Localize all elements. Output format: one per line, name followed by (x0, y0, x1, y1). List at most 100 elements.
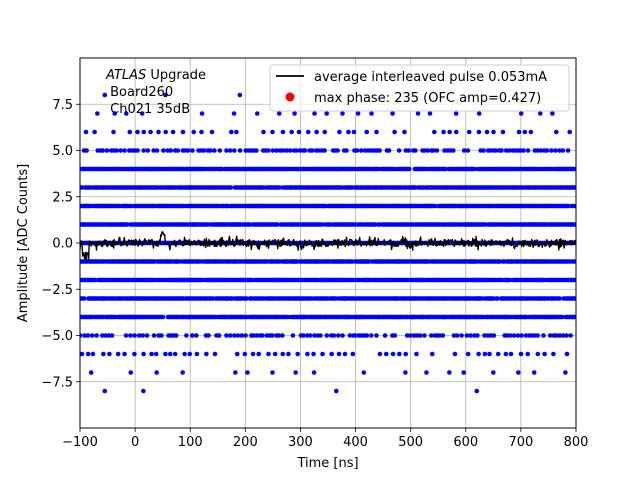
sample-point (522, 129, 528, 135)
sample-point (466, 129, 472, 135)
sample-point (251, 333, 256, 338)
sample-point (141, 388, 146, 394)
sample-point (254, 111, 260, 116)
sample-point (287, 148, 293, 153)
sample-point (518, 351, 524, 357)
sample-point (123, 333, 129, 338)
sample-point (538, 148, 544, 153)
sample-point (361, 370, 367, 375)
sample-point (242, 351, 248, 357)
sample-point (340, 111, 345, 116)
sample-point (355, 111, 361, 116)
sample-point (474, 388, 480, 394)
sample-point (275, 222, 281, 227)
sample-point (156, 129, 161, 135)
x-tick-label: 200 (233, 435, 258, 450)
sample-point (88, 370, 94, 375)
sample-point (413, 148, 418, 153)
sample-point (541, 333, 546, 338)
sample-point (500, 129, 506, 135)
sample-point (199, 111, 205, 116)
sample-point (234, 129, 239, 135)
sample-point (123, 111, 129, 116)
sample-point (396, 148, 402, 153)
sample-point (511, 333, 517, 338)
sample-point (272, 351, 278, 357)
sample-point (518, 148, 523, 153)
sample-point (521, 148, 526, 153)
plot-area (80, 92, 576, 394)
sample-point (487, 148, 493, 153)
sample-point (307, 333, 313, 338)
sample-point (414, 351, 419, 357)
sample-point (516, 129, 522, 135)
board-label: Board260 (106, 85, 173, 100)
sample-point (217, 148, 223, 153)
sample-point (95, 111, 100, 116)
sample-point (289, 129, 294, 135)
sample-point (85, 333, 91, 338)
sample-point (81, 296, 87, 301)
sample-point (523, 333, 529, 338)
sample-point (83, 129, 89, 135)
sample-point (92, 277, 98, 283)
sample-point (159, 333, 164, 338)
sample-point (392, 333, 398, 338)
sample-point (318, 333, 323, 338)
sample-point (191, 129, 196, 135)
sample-point (160, 314, 166, 320)
sample-point (487, 351, 492, 357)
sample-point (106, 333, 112, 338)
sample-point (324, 333, 330, 338)
sample-point (184, 333, 189, 338)
sample-point (136, 333, 142, 338)
sample-point (122, 351, 127, 357)
sample-point (89, 333, 95, 338)
sample-point (560, 148, 566, 153)
sample-point (227, 148, 233, 153)
x-tick-label: 700 (508, 435, 533, 450)
sample-point (132, 333, 137, 338)
sample-point (232, 333, 237, 338)
sample-point (465, 351, 471, 357)
sample-point (491, 129, 496, 135)
sample-point (550, 111, 555, 116)
sample-point (422, 333, 427, 338)
sample-point (285, 314, 291, 320)
y-tick-label: −2.5 (41, 283, 73, 298)
sample-point (104, 148, 110, 153)
sample-points (80, 92, 576, 394)
sample-point (254, 333, 259, 338)
sample-point (128, 333, 133, 338)
legend-entry-max-phase: max phase: 235 (OFC amp=0.427) (314, 91, 541, 106)
sample-point (254, 148, 259, 153)
sample-point (567, 129, 573, 135)
sample-point (141, 129, 147, 135)
sample-point (92, 129, 97, 135)
x-tick-label: −100 (62, 435, 98, 450)
y-tick-label: −7.5 (41, 375, 73, 390)
sample-point (353, 333, 359, 338)
sample-point (451, 148, 456, 153)
sample-point (260, 333, 265, 338)
sample-point (212, 351, 218, 357)
sample-point (311, 370, 317, 375)
sample-point (139, 111, 145, 116)
x-tick-label: 300 (288, 435, 313, 450)
sample-point (475, 333, 480, 338)
sample-point (280, 148, 286, 153)
sample-point (115, 351, 121, 357)
sample-point (432, 129, 437, 135)
sample-point (173, 333, 179, 338)
x-tick-label: 0 (131, 435, 139, 450)
sample-point (161, 148, 166, 153)
sample-point (185, 148, 191, 153)
sample-point (280, 129, 286, 135)
y-axis-label: Amplitude [ADC Counts] (16, 164, 31, 322)
sample-point (563, 370, 568, 375)
x-axis-ticks: −100 0 100 200 300 400 500 600 700 800 (62, 428, 588, 450)
sample-point (209, 129, 215, 135)
sample-point (402, 129, 407, 135)
sample-point (572, 222, 576, 227)
sample-point (415, 111, 421, 116)
